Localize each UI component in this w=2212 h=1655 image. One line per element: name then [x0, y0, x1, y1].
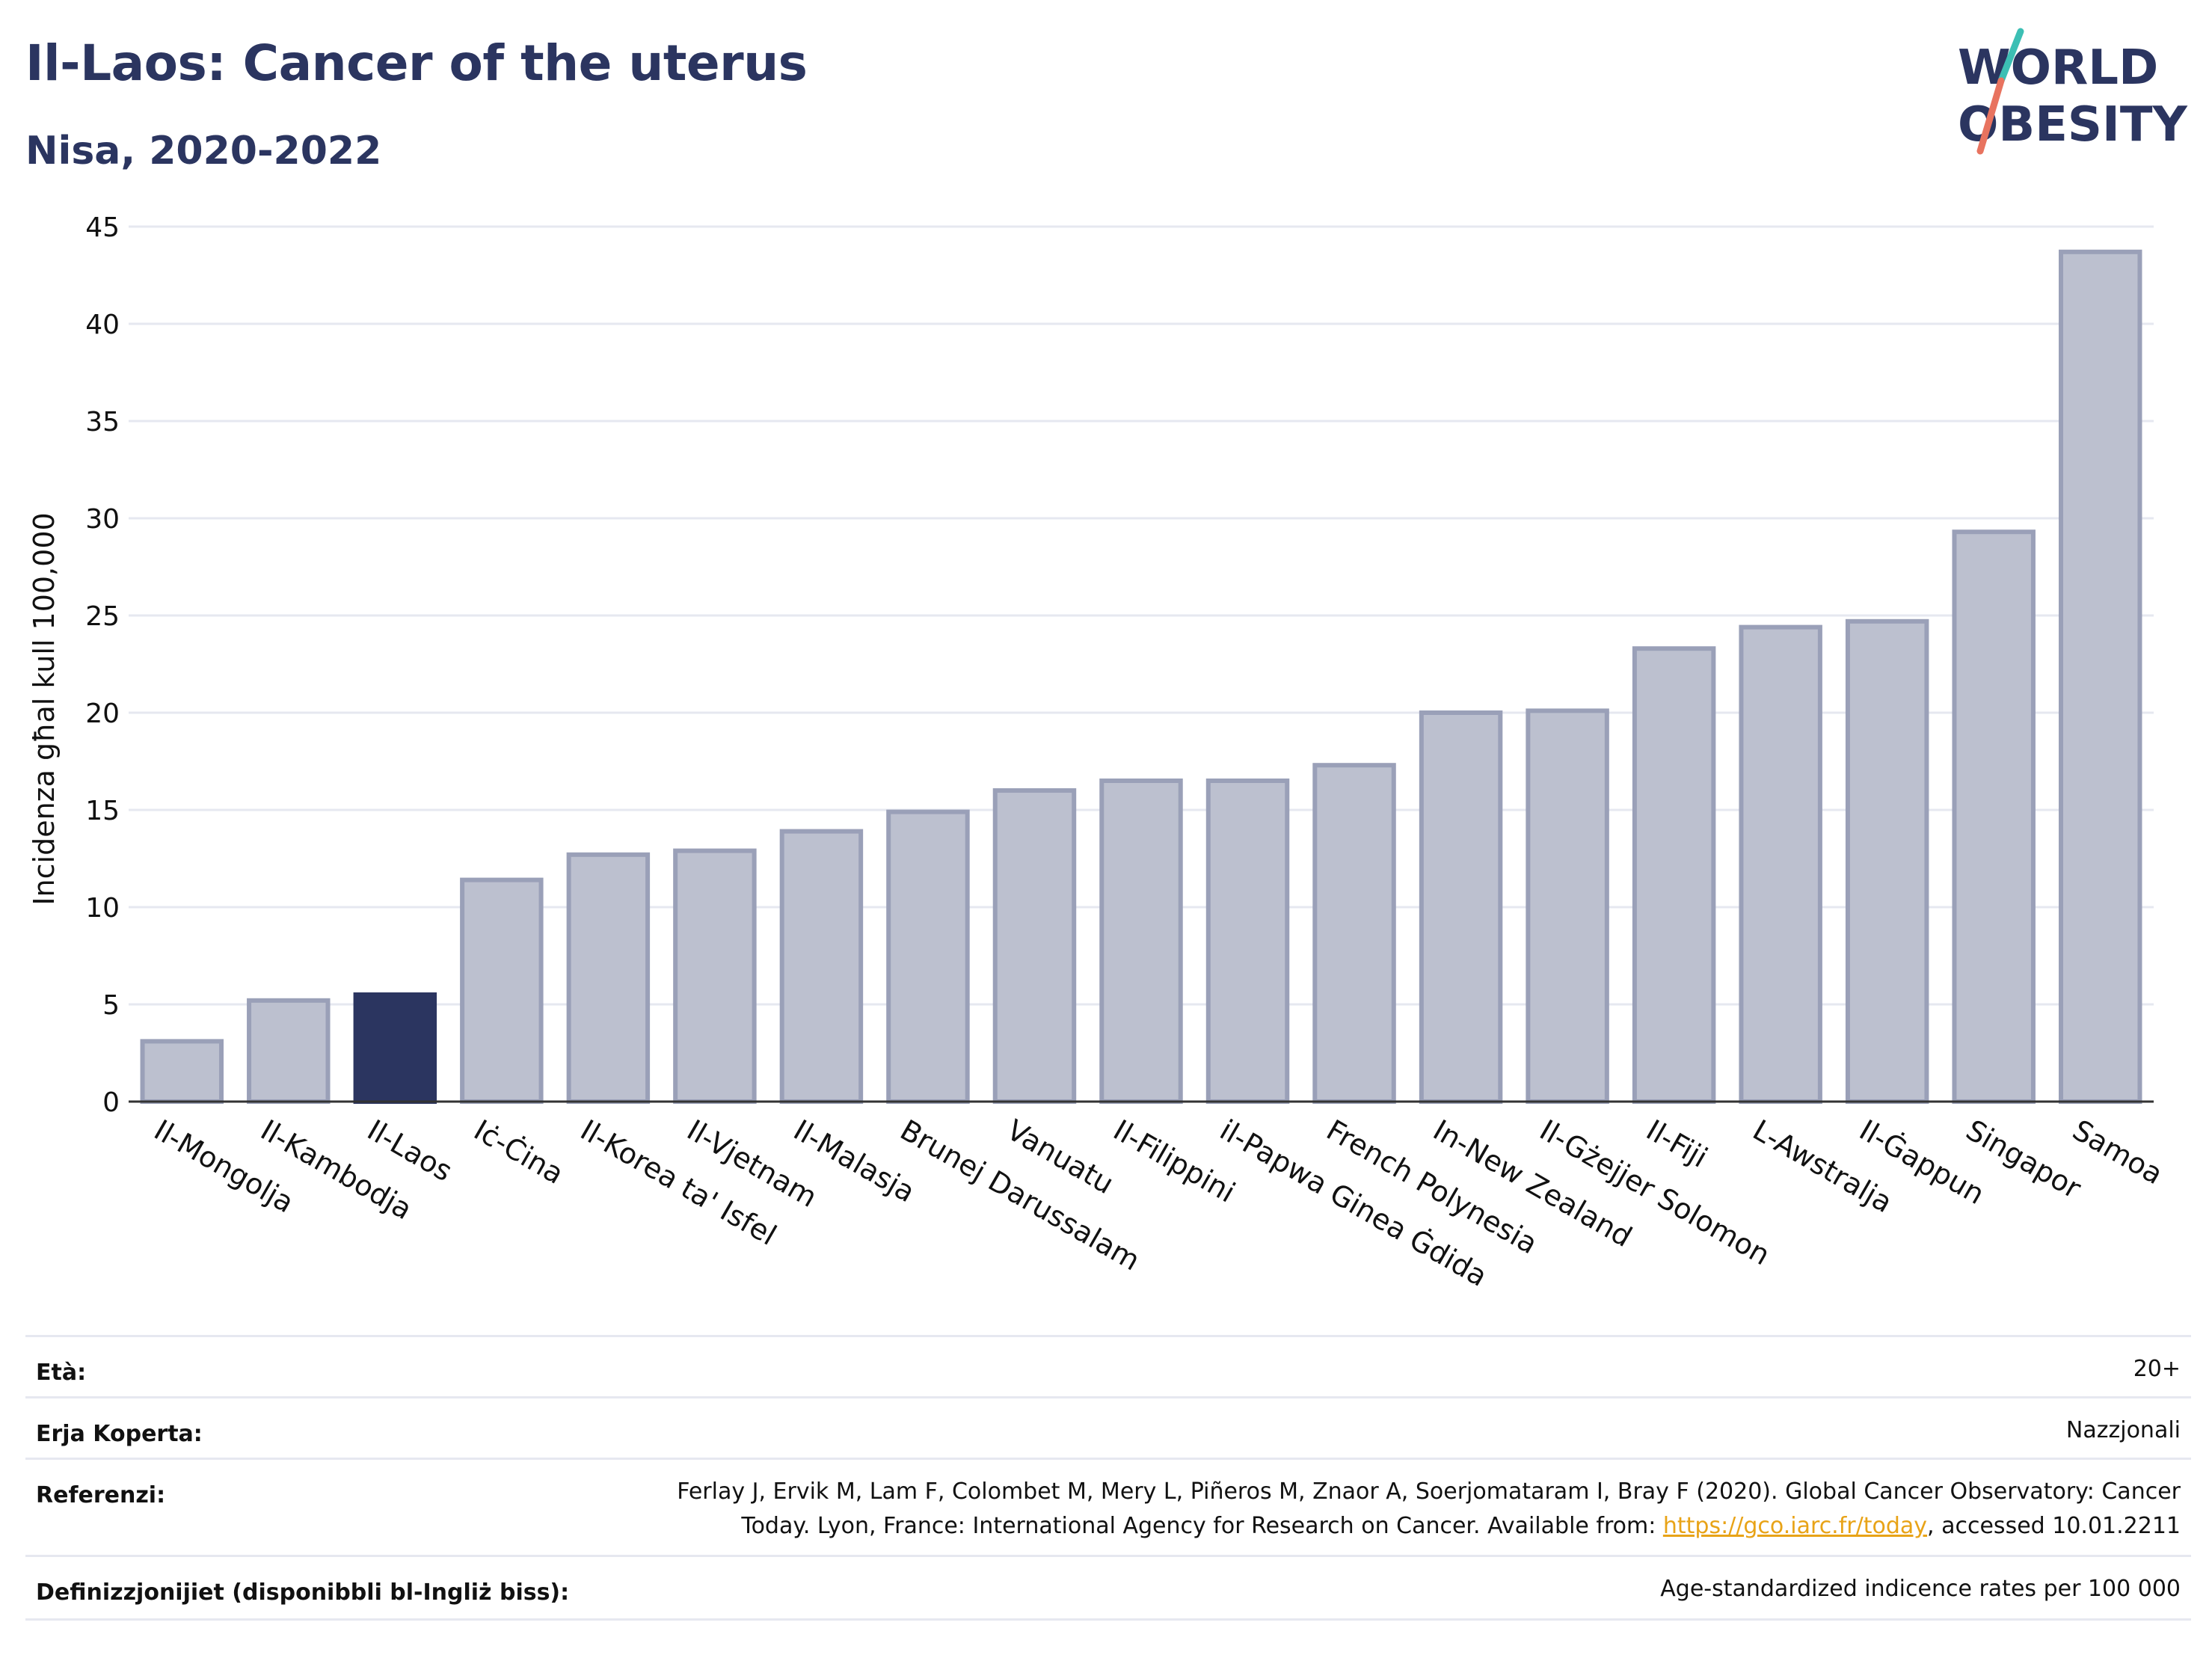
bar: [460, 877, 544, 1104]
bar: [2059, 249, 2142, 1104]
bar: [1205, 779, 1290, 1104]
y-tick-labels: 0 5 10 15 20 25 30 35 40 45: [85, 212, 120, 1118]
bar-chart: 0 5 10 15 20 25 30 35 40 45 Il-MongoljaIl-Kambodj…: [28, 212, 2169, 1293]
definitions-value: Age-standardized indicence rates per 100…: [1660, 1576, 2181, 1602]
y-tick-label: 45: [85, 212, 120, 243]
references-label: Referenzi:: [36, 1482, 166, 1508]
definitions-label: Definizzjonijiet (disponibbli bl-Ingliż …: [36, 1579, 570, 1606]
x-tick-label: Il-Fiji: [1641, 1114, 1713, 1174]
x-tick-label: Il-Filippini: [1108, 1114, 1241, 1209]
y-tick-label: 30: [85, 504, 120, 535]
y-tick-label: 20: [85, 698, 120, 729]
y-axis-label: Incidenza għal kull 100,000: [28, 512, 61, 905]
bar: [1845, 618, 1929, 1104]
bar: [247, 998, 331, 1105]
age-value: 20+: [2133, 1356, 2181, 1382]
logo-slash-teal: [1997, 28, 2024, 85]
bar: [1526, 708, 1609, 1104]
references-line1: Ferlay J, Ervik M, Lam F, Colombet M, Me…: [677, 1479, 2181, 1505]
world-obesity-logo: WORLD OBESITY: [1958, 28, 2187, 155]
chart-title: Il-Laos: Cancer of the uterus: [25, 34, 808, 92]
info-table: Età: 20+ Erja Koperta: Nazzjonali Refere…: [25, 1335, 2191, 1621]
logo-line1: WORLD: [1958, 40, 2158, 96]
bar: [992, 788, 1077, 1104]
bar: [140, 1039, 224, 1105]
y-tick-label: 40: [85, 310, 120, 340]
bar: [1419, 710, 1503, 1104]
y-tick-label: 0: [102, 1087, 120, 1118]
bar: [1739, 624, 1822, 1104]
area-value: Nazzjonali: [2065, 1417, 2181, 1443]
chart-subtitle: Nisa, 2020-2022: [25, 129, 382, 174]
info-row-age: Età: 20+: [25, 1335, 2191, 1398]
bar: [1099, 779, 1183, 1104]
y-tick-label: 25: [85, 601, 120, 632]
y-tick-label: 5: [102, 990, 120, 1021]
x-tick-label: Iċ-Ċina: [468, 1114, 569, 1191]
bar: [1952, 529, 2036, 1104]
bar: [779, 829, 864, 1104]
bar: [1632, 646, 1716, 1104]
y-tick-label: 35: [85, 407, 120, 437]
references-link[interactable]: https://gco.iarc.fr/today: [1662, 1513, 1928, 1539]
x-tick-label: Il-Korea ta' Isfel: [575, 1114, 782, 1252]
info-row-definitions: Definizzjonijiet (disponibbli bl-Ingliż …: [25, 1555, 2191, 1621]
bar: [1312, 763, 1396, 1104]
references-line2: Today. Lyon, France: International Agenc…: [677, 1509, 2181, 1544]
area-label: Erja Koperta:: [36, 1421, 203, 1447]
y-tick-label: 15: [85, 796, 120, 826]
info-row-references: Referenzi: Ferlay J, Ervik M, Lam F, Col…: [25, 1458, 2191, 1557]
age-label: Età:: [36, 1360, 87, 1386]
references-line2-end: , accessed 10.01.2211: [1927, 1513, 2181, 1539]
bar: [353, 992, 437, 1104]
references-text: Ferlay J, Ervik M, Lam F, Colombet M, Me…: [677, 1475, 2181, 1544]
info-row-area: Erja Koperta: Nazzjonali: [25, 1396, 2191, 1460]
logo-slash-coral: [1976, 77, 2005, 155]
references-line2-text: Today. Lyon, France: International Agenc…: [741, 1513, 1663, 1539]
y-tick-label: 10: [85, 893, 120, 924]
bar: [673, 848, 757, 1104]
bars: [140, 249, 2142, 1105]
bar: [886, 809, 970, 1104]
bar: [566, 852, 651, 1105]
